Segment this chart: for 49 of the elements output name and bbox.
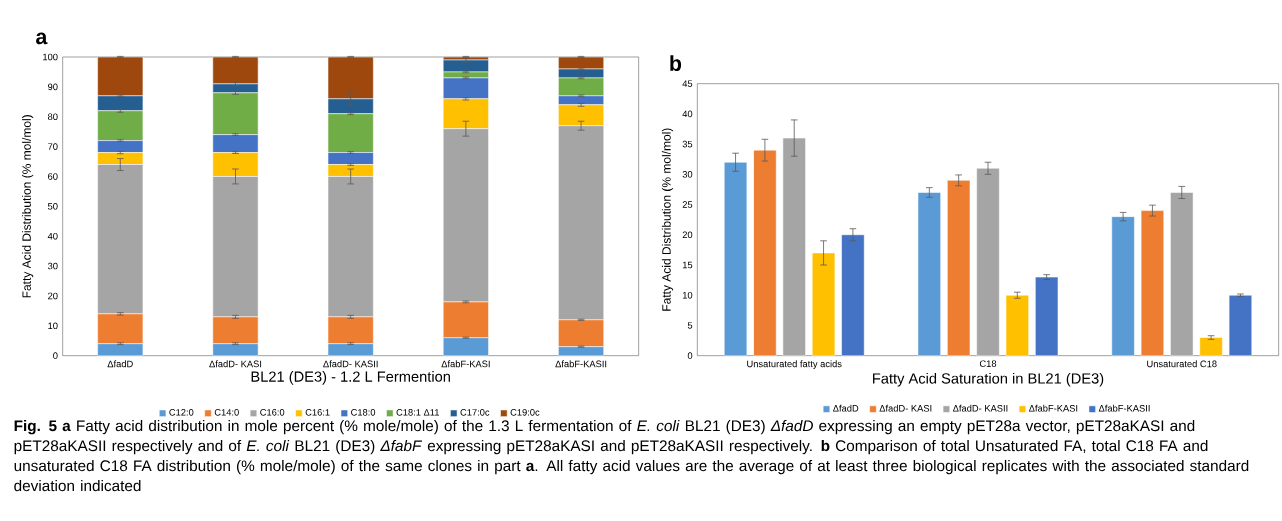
legend-label: C16:1 [305, 409, 330, 416]
legend-label: ΔfadD- KASII [952, 404, 1008, 412]
y-tick-label: 90 [48, 83, 58, 91]
x-tick-label: Unsaturated fatty acids [747, 360, 842, 370]
y-axis-title: Fatty Acid Distribution (% mol/mol) [22, 115, 34, 298]
y-tick-label: 40 [682, 110, 693, 118]
x-axis-title: Fatty Acid Saturation in BL21 (DE3) [873, 372, 1104, 387]
legend-label: ΔfabF-KASII [1098, 404, 1150, 412]
legend-label: C18:1 Δ11 [396, 409, 440, 416]
x-tick-label: ΔfadD- KASI [209, 360, 262, 368]
y-tick-label: 25 [682, 201, 693, 208]
y-tick-label: 30 [47, 262, 58, 270]
y-tick-label: 0 [53, 352, 58, 359]
legend-label: C17:0c [460, 409, 490, 416]
x-tick-label: C18 [979, 360, 997, 367]
y-tick-label: 20 [48, 292, 58, 300]
legend-label: ΔfadD [833, 404, 859, 412]
y-axis-title: Fatty Acid Distribution (% mol/mol) [661, 128, 674, 311]
text: Fig. 5 a Fatty acid distribution in mole percent (% mole/mole) of the 1.3 L fermentation of E. coli BL21 (DE3) ΔfadD expressing an empty pET28a vector, pET28aKASI and pET28aKASII respectively and of E. coli BL21 (DE3) ΔfabF expressing pET28aKASI and pET28aKASII respectively. b Comparison of total Unsaturated FA, total C18 FA and unsaturated C18 FA distribution (% mole/mole) of the same clones in part a. All fatty acid values are the average of at least three biological replicates with the associated standard deviation indicated [14, 419, 1249, 492]
legend-label: C12:0 [169, 409, 194, 416]
y-tick-label: 20 [682, 231, 693, 239]
y-tick-label: 10 [682, 291, 693, 299]
x-tick-label: ΔfabF-KASI [441, 360, 490, 368]
y-tick-label: 60 [48, 173, 58, 180]
x-axis-title: BL21 (DE3) - 1.2 L Fermention [251, 371, 450, 385]
y-tick-label: 80 [47, 113, 58, 121]
y-tick-label: 10 [48, 322, 58, 330]
y-tick-label: 70 [48, 143, 58, 150]
x-tick-label: ΔfadD [107, 360, 133, 368]
chart-title: a [36, 32, 48, 45]
y-tick-label: 15 [682, 261, 693, 269]
x-tick-label: ΔfadD- KASII [323, 360, 378, 368]
chart-title: b [670, 55, 682, 71]
legend-label: ΔfabF-KASI [1029, 404, 1078, 412]
legend-label: ΔfadD- KASI [879, 404, 932, 412]
legend-label: C16:0 [260, 409, 285, 416]
legend-label: C19:0c [510, 409, 540, 416]
y-tick-label: 100 [43, 53, 58, 61]
y-tick-label: 35 [682, 140, 693, 148]
y-tick-label: 50 [47, 203, 58, 210]
y-tick-label: 30 [682, 171, 693, 178]
y-tick-label: 40 [47, 232, 58, 240]
legend-label: C18:0 [351, 409, 376, 416]
legend-label: C14:0 [214, 409, 239, 416]
y-tick-label: 5 [687, 322, 693, 329]
y-tick-label: 0 [687, 352, 693, 359]
x-tick-label: ΔfabF-KASII [555, 360, 607, 368]
x-tick-label: Unsaturated C18 [1147, 360, 1217, 368]
y-tick-label: 45 [682, 80, 693, 87]
